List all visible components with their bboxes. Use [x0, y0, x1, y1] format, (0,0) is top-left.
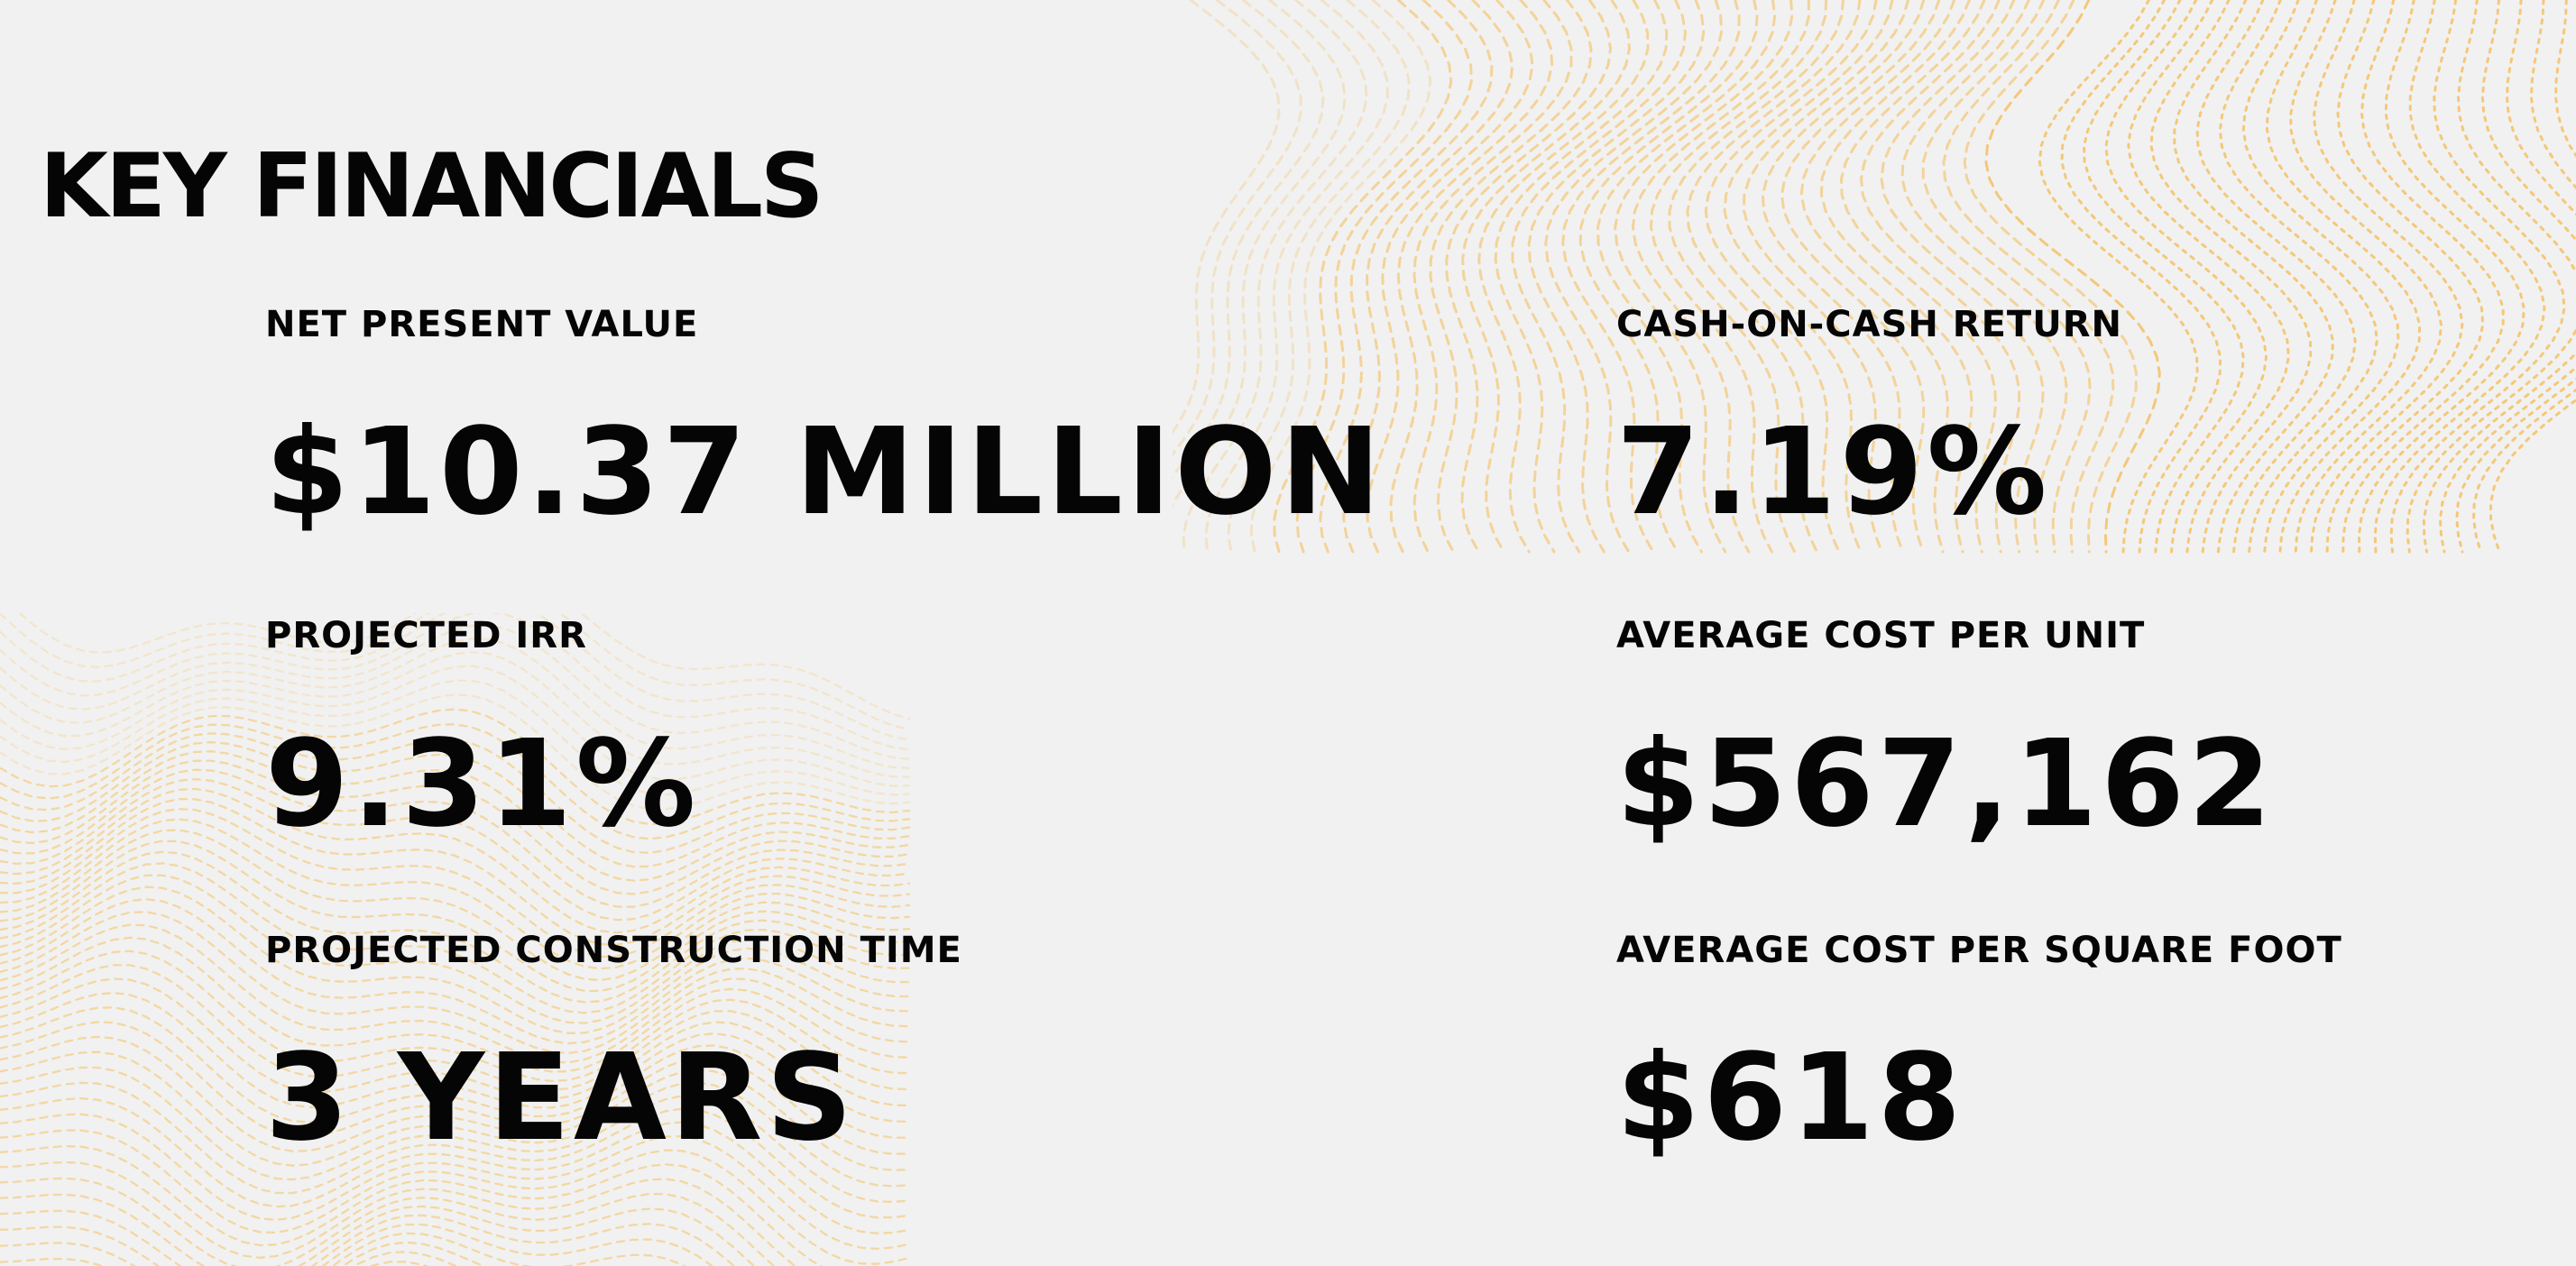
wave-line [352, 1251, 459, 1266]
npv-value: $10.37 MILLION [265, 403, 1385, 542]
wave-line [2422, 0, 2576, 554]
cash-on-cash-label: CASH-ON-CASH RETURN [1616, 304, 2122, 345]
cost-per-square-foot-label: AVERAGE COST PER SQUARE FOOT [1616, 930, 2342, 971]
wave-line [2325, 0, 2485, 554]
wave-line [2389, 0, 2566, 554]
wave-line [2104, 0, 2268, 554]
wave-line [2082, 0, 2245, 554]
irr-label: PROJECTED IRR [265, 615, 587, 656]
wave-line [0, 1209, 736, 1266]
page-title: KEY FINANCIALS [40, 135, 824, 238]
wave-line [1389, 0, 1554, 554]
wave-line [0, 1241, 486, 1266]
wave-line [0, 1160, 797, 1266]
wave-line [1445, 0, 1613, 554]
npv-label: NET PRESENT VALUE [265, 304, 699, 345]
wave-line [1461, 0, 1632, 554]
cost-per-unit-label: AVERAGE COST PER UNIT [1616, 615, 2146, 656]
wave-line [369, 1261, 429, 1266]
wave-line [2127, 0, 2290, 554]
wave-line [2341, 0, 2505, 554]
wave-line [1366, 0, 1534, 554]
wave-line [1429, 0, 1593, 554]
wave-line [2038, 0, 2199, 554]
wave-line [2241, 0, 2400, 554]
wave-line [2265, 0, 2422, 554]
wave-line [2195, 0, 2357, 554]
construction-time-label: PROJECTED CONSTRUCTION TIME [265, 930, 962, 971]
wave-line [2060, 0, 2222, 554]
wave-line [0, 850, 911, 1004]
wave-line [2173, 0, 2335, 554]
wave-line [2471, 0, 2576, 554]
wave-line [2218, 0, 2378, 554]
wave-line [2149, 0, 2313, 554]
wave-line [0, 1232, 687, 1266]
irr-value: 9.31% [265, 715, 700, 854]
cost-per-unit-value: $567,162 [1616, 715, 2276, 854]
wave-line [2489, 398, 2576, 554]
wave-line [1412, 0, 1573, 554]
wave-line [0, 1177, 776, 1266]
wave-line [2373, 0, 2546, 554]
cash-on-cash-value: 7.19% [1616, 403, 2051, 542]
wave-line [0, 898, 911, 1045]
wave-line [2438, 0, 2576, 554]
wave-line [2406, 0, 2576, 554]
wave-line [2310, 0, 2464, 554]
wave-line [2455, 0, 2576, 554]
cost-per-square-foot-value: $618 [1616, 1029, 1965, 1168]
wave-line [2357, 0, 2525, 554]
wave-line [2289, 0, 2443, 554]
wave-line [0, 1223, 714, 1266]
construction-time-value: 3 YEARS [265, 1029, 857, 1168]
wave-line [0, 1193, 756, 1266]
